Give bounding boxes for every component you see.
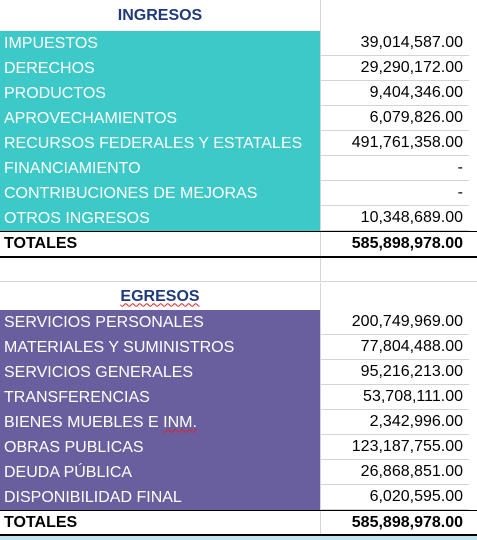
row-label[interactable]: DISPONIBILIDAD FINAL bbox=[0, 485, 320, 510]
table-row[interactable]: BIENES MUEBLES E INM. 2,342,996.00 bbox=[0, 410, 477, 435]
row-value[interactable]: 95,216,213.00 bbox=[320, 360, 469, 385]
row-value[interactable]: 29,290,172.00 bbox=[320, 56, 469, 81]
ingresos-total-row[interactable]: TOTALES 585,898,978.00 bbox=[0, 231, 477, 258]
blank-cell[interactable] bbox=[0, 258, 320, 281]
row-label[interactable]: TRANSFERENCIAS bbox=[0, 385, 320, 410]
row-value[interactable]: 6,020,595.00 bbox=[320, 485, 469, 510]
row-label[interactable]: FINANCIAMIENTO bbox=[0, 156, 320, 181]
row-value[interactable]: 53,708,111.00 bbox=[320, 385, 469, 410]
table-row[interactable]: SERVICIOS PERSONALES 200,749,969.00 bbox=[0, 310, 477, 335]
egresos-title-text: EGRESOS bbox=[120, 287, 200, 305]
row-label[interactable]: BIENES MUEBLES E INM. bbox=[0, 410, 320, 435]
row-value[interactable]: 200,749,969.00 bbox=[320, 310, 469, 335]
row-value[interactable]: - bbox=[320, 156, 469, 181]
table-row[interactable]: DEUDA PÚBLICA 26,868,851.00 bbox=[0, 460, 477, 485]
row-value[interactable]: - bbox=[320, 181, 469, 206]
ingresos-title[interactable]: INGRESOS bbox=[117, 6, 203, 24]
row-value[interactable]: 2,342,996.00 bbox=[320, 410, 469, 435]
egresos-title[interactable]: EGRESOS bbox=[0, 283, 320, 310]
table-row[interactable]: OTROS INGRESOS 10,348,689.00 bbox=[0, 206, 477, 231]
table-row[interactable]: FINANCIAMIENTO - bbox=[0, 156, 477, 181]
row-value[interactable]: 9,404,346.00 bbox=[320, 81, 469, 106]
total-label[interactable]: TOTALES bbox=[0, 232, 320, 256]
total-value[interactable]: 585,898,978.00 bbox=[320, 511, 469, 534]
row-value[interactable]: 6,079,826.00 bbox=[320, 106, 469, 131]
row-label[interactable]: APROVECHAMIENTOS bbox=[0, 106, 320, 131]
table-row[interactable]: IMPUESTOS 39,014,587.00 bbox=[0, 31, 477, 56]
egresos-header-value-cell[interactable] bbox=[320, 283, 469, 310]
table-row[interactable]: APROVECHAMIENTOS 6,079,826.00 bbox=[0, 106, 477, 131]
row-label[interactable]: SERVICIOS GENERALES bbox=[0, 360, 320, 385]
table-row[interactable]: CONTRIBUCIONES DE MEJORAS - bbox=[0, 181, 477, 206]
row-value[interactable]: 26,868,851.00 bbox=[320, 460, 469, 485]
total-label[interactable]: TOTALES bbox=[0, 511, 320, 534]
row-label[interactable]: MATERIALES Y SUMINISTROS bbox=[0, 335, 320, 360]
table-row[interactable]: OBRAS PUBLICAS 123,187,755.00 bbox=[0, 435, 477, 460]
table-row[interactable]: DISPONIBILIDAD FINAL 6,020,595.00 bbox=[0, 485, 477, 510]
row-label-text: BIENES MUEBLES E INM. bbox=[4, 413, 197, 431]
table-row[interactable]: PRODUCTOS 9,404,346.00 bbox=[0, 81, 477, 106]
spellcheck-word: INM. bbox=[163, 413, 197, 431]
row-value[interactable]: 123,187,755.00 bbox=[320, 435, 469, 460]
ingresos-header-value-cell[interactable] bbox=[320, 0, 469, 31]
next-row-strip bbox=[0, 536, 477, 540]
table-row[interactable]: TRANSFERENCIAS 53,708,111.00 bbox=[0, 385, 477, 410]
row-value[interactable]: 10,348,689.00 bbox=[320, 206, 469, 231]
row-value[interactable]: 491,761,358.00 bbox=[320, 131, 469, 156]
row-label[interactable]: CONTRIBUCIONES DE MEJORAS bbox=[0, 181, 320, 206]
table-row[interactable]: RECURSOS FEDERALES Y ESTATALES 491,761,3… bbox=[0, 131, 477, 156]
row-label[interactable]: OBRAS PUBLICAS bbox=[0, 435, 320, 460]
table-row[interactable]: SERVICIOS GENERALES 95,216,213.00 bbox=[0, 360, 477, 385]
blank-row[interactable] bbox=[0, 258, 477, 282]
total-value[interactable]: 585,898,978.00 bbox=[320, 232, 469, 256]
row-value[interactable]: 39,014,587.00 bbox=[320, 31, 469, 56]
blank-cell[interactable] bbox=[320, 258, 469, 281]
table-row[interactable]: MATERIALES Y SUMINISTROS 77,804,488.00 bbox=[0, 335, 477, 360]
row-label[interactable]: DEUDA PÚBLICA bbox=[0, 460, 320, 485]
row-label[interactable]: DERECHOS bbox=[0, 56, 320, 81]
row-label[interactable]: PRODUCTOS bbox=[0, 81, 320, 106]
row-label[interactable]: IMPUESTOS bbox=[0, 31, 320, 56]
row-label[interactable]: OTROS INGRESOS bbox=[0, 206, 320, 231]
egresos-total-row[interactable]: TOTALES 585,898,978.00 bbox=[0, 510, 477, 536]
egresos-header-row[interactable]: EGRESOS bbox=[0, 283, 477, 310]
ingresos-header-row[interactable]: INGRESOS bbox=[0, 0, 477, 31]
row-value[interactable]: 77,804,488.00 bbox=[320, 335, 469, 360]
row-label[interactable]: RECURSOS FEDERALES Y ESTATALES bbox=[0, 131, 320, 156]
table-row[interactable]: DERECHOS 29,290,172.00 bbox=[0, 56, 477, 81]
row-label[interactable]: SERVICIOS PERSONALES bbox=[0, 310, 320, 335]
